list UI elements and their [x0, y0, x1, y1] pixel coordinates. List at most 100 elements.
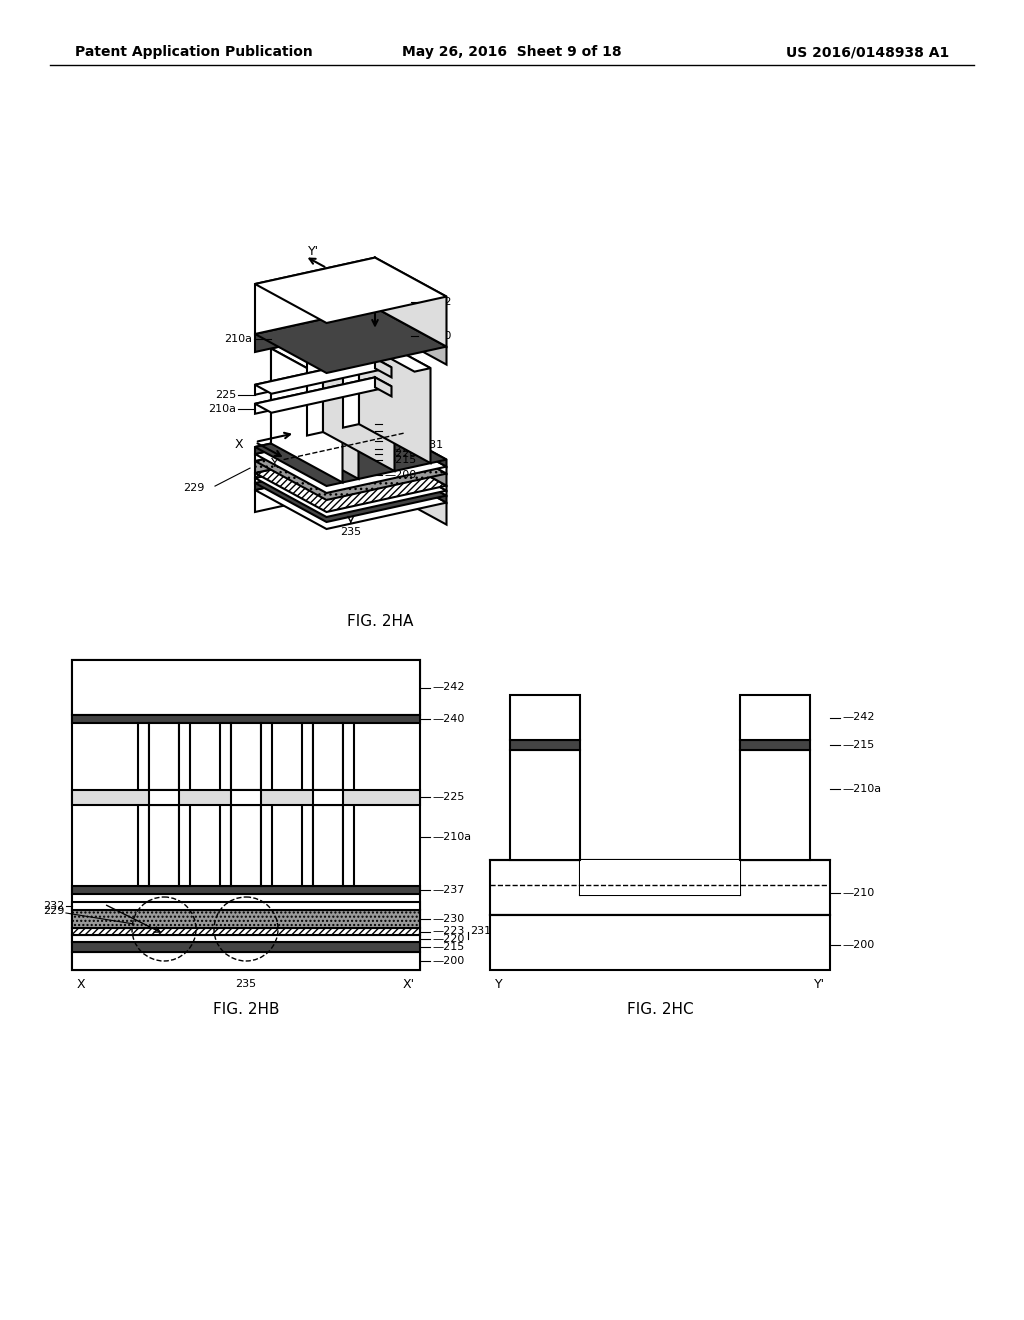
Polygon shape — [375, 358, 391, 378]
Text: —210a: —210a — [842, 784, 881, 793]
Text: —215: —215 — [842, 741, 874, 750]
Polygon shape — [255, 358, 375, 395]
Polygon shape — [307, 337, 394, 380]
Bar — [261, 723, 272, 886]
Bar — [72, 902, 420, 909]
Polygon shape — [255, 434, 375, 473]
Bar — [343, 723, 354, 886]
Text: —237: —237 — [384, 420, 417, 429]
Bar — [313, 789, 343, 804]
Text: 225: 225 — [215, 389, 236, 400]
Text: Y': Y' — [814, 978, 825, 990]
Polygon shape — [359, 329, 430, 463]
Bar — [490, 861, 830, 915]
Text: —200: —200 — [432, 956, 464, 966]
Text: —242: —242 — [432, 682, 465, 693]
Bar — [220, 723, 231, 886]
Polygon shape — [255, 457, 446, 521]
Text: Patent Application Publication: Patent Application Publication — [75, 45, 312, 59]
Text: FIG. 2HA: FIG. 2HA — [347, 615, 414, 630]
Text: —200: —200 — [842, 940, 874, 950]
Text: —232: —232 — [384, 426, 417, 436]
Polygon shape — [255, 257, 375, 334]
Polygon shape — [375, 434, 446, 486]
Polygon shape — [255, 463, 375, 512]
Bar — [72, 909, 420, 928]
Polygon shape — [255, 434, 446, 500]
Text: —200: —200 — [384, 470, 416, 479]
Text: US 2016/0148938 A1: US 2016/0148938 A1 — [785, 45, 949, 59]
Text: FIG. 2HB: FIG. 2HB — [213, 1002, 280, 1018]
Text: —230: —230 — [384, 436, 416, 446]
Bar — [740, 750, 810, 861]
Text: —220: —220 — [432, 933, 464, 944]
Polygon shape — [255, 257, 446, 323]
Polygon shape — [255, 446, 375, 478]
Text: 235: 235 — [340, 527, 361, 537]
Text: 210a: 210a — [224, 334, 252, 345]
Text: 231: 231 — [422, 440, 443, 450]
Text: X': X' — [380, 319, 392, 333]
Text: X: X — [77, 978, 86, 990]
Bar — [740, 696, 810, 741]
Text: —230: —230 — [432, 913, 464, 924]
Text: —210: —210 — [842, 888, 874, 898]
Text: —240: —240 — [432, 714, 464, 723]
Polygon shape — [255, 451, 375, 483]
Text: 210a: 210a — [208, 404, 236, 414]
Text: —223: —223 — [384, 444, 417, 454]
Bar — [510, 696, 580, 741]
Text: X: X — [234, 437, 243, 450]
Text: 235: 235 — [236, 979, 257, 989]
Polygon shape — [255, 428, 446, 492]
Bar — [72, 952, 420, 970]
Text: —242: —242 — [420, 297, 453, 308]
Polygon shape — [255, 358, 391, 393]
Bar — [72, 886, 420, 894]
Polygon shape — [343, 329, 430, 372]
Polygon shape — [323, 337, 394, 471]
Bar — [313, 723, 343, 886]
Polygon shape — [307, 337, 323, 436]
Text: May 26, 2016  Sheet 9 of 18: May 26, 2016 Sheet 9 of 18 — [402, 45, 622, 59]
Polygon shape — [375, 421, 446, 466]
Bar — [510, 741, 580, 750]
Text: X': X' — [402, 978, 415, 990]
Bar — [138, 723, 150, 886]
Text: —215: —215 — [384, 455, 416, 465]
Polygon shape — [375, 463, 446, 524]
Bar — [231, 723, 261, 886]
Polygon shape — [255, 457, 375, 490]
Polygon shape — [375, 378, 391, 396]
Text: Y: Y — [271, 457, 279, 470]
Bar — [302, 723, 313, 886]
Bar — [72, 935, 420, 942]
Bar — [490, 915, 830, 970]
Text: —225: —225 — [432, 792, 464, 803]
Polygon shape — [375, 457, 446, 503]
Polygon shape — [255, 421, 446, 486]
Bar — [150, 789, 179, 804]
Text: 229: 229 — [43, 906, 63, 916]
Text: —240: —240 — [420, 331, 453, 341]
Polygon shape — [255, 421, 375, 454]
Polygon shape — [271, 348, 342, 483]
Polygon shape — [255, 308, 375, 352]
Polygon shape — [375, 308, 446, 364]
Polygon shape — [255, 451, 446, 517]
Text: 229: 229 — [183, 483, 205, 494]
Bar — [231, 789, 261, 804]
Polygon shape — [271, 345, 358, 388]
Bar — [580, 861, 740, 895]
Polygon shape — [375, 446, 446, 491]
Text: —237: —237 — [432, 884, 464, 895]
Text: —210a: —210a — [432, 832, 471, 842]
Polygon shape — [255, 378, 375, 413]
Bar — [72, 789, 420, 804]
Bar — [510, 750, 580, 861]
Text: —215: —215 — [432, 942, 464, 952]
Text: —220: —220 — [384, 449, 417, 459]
Text: 232: 232 — [43, 902, 63, 911]
Text: Y': Y' — [308, 244, 319, 257]
Text: 231: 231 — [470, 927, 492, 936]
